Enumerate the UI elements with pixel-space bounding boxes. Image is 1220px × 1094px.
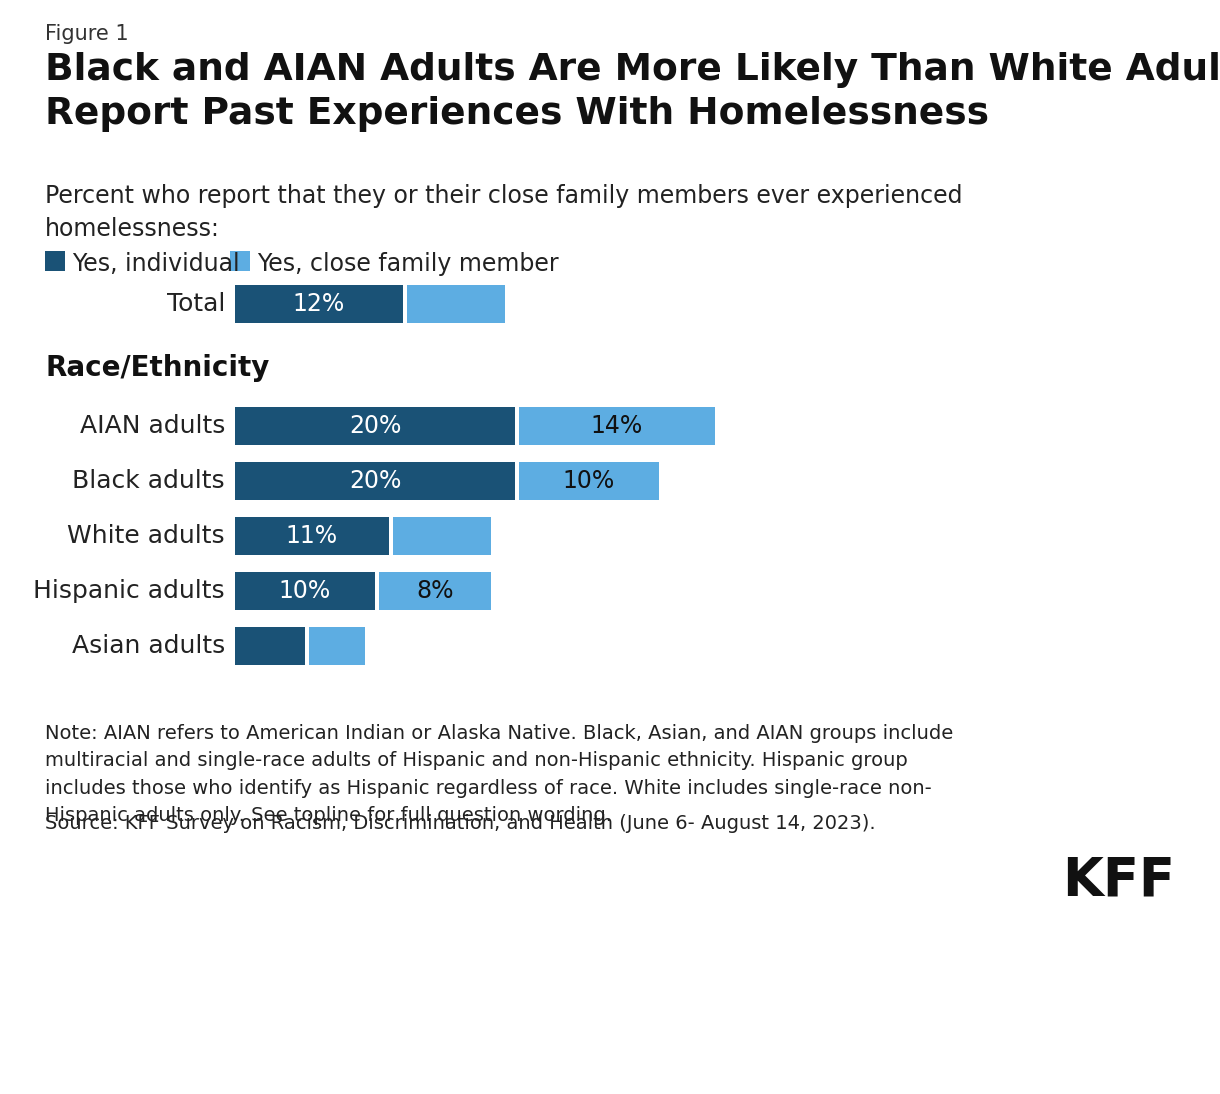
Bar bbox=[379, 572, 490, 610]
Bar bbox=[407, 286, 505, 323]
Bar bbox=[235, 517, 389, 555]
Text: White adults: White adults bbox=[67, 524, 224, 548]
Text: Hispanic adults: Hispanic adults bbox=[33, 579, 224, 603]
Bar bbox=[309, 627, 365, 665]
Text: 20%: 20% bbox=[349, 469, 401, 493]
Text: Source: KFF Survey on Racism, Discrimination, and Health (June 6- August 14, 202: Source: KFF Survey on Racism, Discrimina… bbox=[45, 814, 876, 833]
Text: Percent who report that they or their close family members ever experienced
home: Percent who report that they or their cl… bbox=[45, 184, 963, 241]
Text: Race/Ethnicity: Race/Ethnicity bbox=[45, 354, 270, 382]
Bar bbox=[231, 251, 250, 271]
Bar bbox=[518, 407, 715, 445]
Text: Black adults: Black adults bbox=[72, 469, 224, 493]
Text: 10%: 10% bbox=[562, 469, 615, 493]
Text: 20%: 20% bbox=[349, 414, 401, 438]
Bar bbox=[235, 407, 515, 445]
Text: Yes, close family member: Yes, close family member bbox=[257, 252, 559, 276]
Text: 10%: 10% bbox=[279, 579, 331, 603]
Bar bbox=[518, 462, 659, 500]
Bar bbox=[235, 462, 515, 500]
Text: Note: AIAN refers to American Indian or Alaska Native. Black, Asian, and AIAN gr: Note: AIAN refers to American Indian or … bbox=[45, 724, 953, 825]
Bar bbox=[235, 627, 305, 665]
Text: 14%: 14% bbox=[590, 414, 643, 438]
Bar bbox=[393, 517, 490, 555]
Text: Yes, individual: Yes, individual bbox=[72, 252, 239, 276]
Bar bbox=[45, 251, 65, 271]
Text: Asian adults: Asian adults bbox=[72, 635, 224, 657]
Text: Total: Total bbox=[167, 292, 224, 316]
Text: Black and AIAN Adults Are More Likely Than White Adults To
Report Past Experienc: Black and AIAN Adults Are More Likely Th… bbox=[45, 53, 1220, 132]
Text: Figure 1: Figure 1 bbox=[45, 24, 128, 44]
Text: KFF: KFF bbox=[1063, 854, 1175, 906]
Text: 11%: 11% bbox=[285, 524, 338, 548]
Text: 8%: 8% bbox=[416, 579, 454, 603]
Text: AIAN adults: AIAN adults bbox=[79, 414, 224, 438]
Text: 12%: 12% bbox=[293, 292, 345, 316]
Bar bbox=[235, 572, 375, 610]
Bar bbox=[235, 286, 403, 323]
